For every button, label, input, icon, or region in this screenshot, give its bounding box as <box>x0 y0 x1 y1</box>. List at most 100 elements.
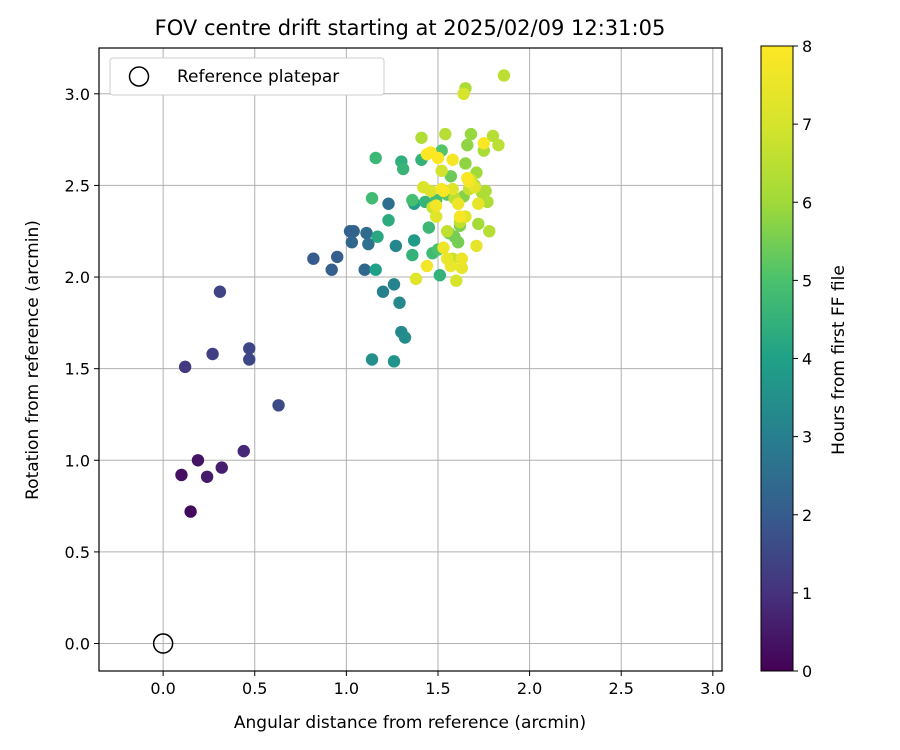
data-point <box>365 353 379 366</box>
x-tick-label: 3.0 <box>700 679 725 698</box>
plot-frame <box>98 47 723 672</box>
x-tick-label: 0.0 <box>150 679 175 698</box>
data-point <box>451 197 465 210</box>
colorbar: 0 1 2 3 4 5 6 7 8 Hours from first FF file <box>760 37 849 681</box>
y-tick-label: 1.5 <box>65 360 90 379</box>
data-point <box>479 184 492 198</box>
x-tick-label: 1.0 <box>334 679 359 698</box>
data-points <box>175 69 511 518</box>
data-point <box>446 153 459 166</box>
y-axis-label: Rotation from reference (arcmin) <box>23 220 43 500</box>
y-tick-label: 1.0 <box>65 451 90 470</box>
data-point <box>407 234 421 247</box>
legend-label: Reference platepar <box>177 67 339 87</box>
data-point <box>406 248 419 262</box>
data-point <box>455 261 469 275</box>
data-point <box>409 272 423 286</box>
data-point <box>406 193 419 207</box>
x-axis-ticks: 0.0 0.5 1.0 1.5 2.0 2.5 3.0 <box>150 671 726 698</box>
data-point <box>382 197 395 210</box>
data-point <box>486 129 500 143</box>
data-point <box>420 259 434 273</box>
data-point <box>483 225 496 238</box>
data-point <box>431 151 445 165</box>
x-tick-label: 2.5 <box>608 679 633 698</box>
colorbar-gradient <box>760 45 794 672</box>
data-point <box>437 184 450 198</box>
y-tick-label: 3.0 <box>65 85 90 104</box>
colorbar-tick-label: 0 <box>802 662 812 681</box>
data-point <box>345 236 359 249</box>
data-point <box>453 210 467 223</box>
legend: Reference platepar <box>109 57 385 96</box>
data-point <box>461 171 474 185</box>
data-point <box>307 252 320 265</box>
data-point <box>455 252 469 265</box>
data-point <box>331 250 344 264</box>
data-point <box>360 226 373 240</box>
y-tick-label: 0.5 <box>65 543 90 562</box>
data-point <box>461 138 474 152</box>
data-point <box>243 353 256 366</box>
reference-marker-layer <box>152 633 174 654</box>
colorbar-tick-label: 1 <box>802 584 812 603</box>
data-point <box>369 263 382 276</box>
chart-title: FOV centre drift starting at 2025/02/09 … <box>155 16 666 40</box>
data-point <box>396 162 410 176</box>
legend-box <box>109 57 385 96</box>
data-point <box>429 210 443 223</box>
data-point <box>464 127 478 141</box>
data-point <box>365 192 379 205</box>
data-point <box>387 355 401 368</box>
x-tick-label: 2.0 <box>517 679 542 698</box>
data-point <box>213 285 227 298</box>
data-point <box>243 342 256 355</box>
colorbar-tick-label: 6 <box>802 193 812 212</box>
colorbar-tick-label: 5 <box>802 271 812 290</box>
y-tick-label: 2.5 <box>65 176 90 195</box>
data-point <box>437 241 450 254</box>
data-point <box>347 225 360 238</box>
data-point <box>424 184 437 198</box>
data-point <box>450 274 463 287</box>
data-point <box>371 230 384 243</box>
data-point <box>178 360 192 374</box>
data-point <box>215 461 228 474</box>
data-point <box>444 259 458 273</box>
data-point <box>272 399 285 412</box>
data-point <box>435 164 448 177</box>
data-point <box>492 138 505 152</box>
data-point <box>440 225 454 238</box>
data-point <box>184 505 197 518</box>
data-point <box>387 278 401 291</box>
y-tick-label: 0.0 <box>65 635 90 654</box>
data-point <box>369 151 382 165</box>
data-point <box>206 347 219 361</box>
data-point <box>237 444 250 458</box>
data-point <box>472 197 485 210</box>
grid <box>99 48 722 671</box>
data-point <box>497 69 511 82</box>
data-point <box>457 87 470 101</box>
data-point <box>444 170 458 183</box>
data-point <box>200 470 214 483</box>
colorbar-tick-label: 8 <box>802 37 812 56</box>
data-point <box>477 137 490 150</box>
x-tick-label: 1.5 <box>425 679 450 698</box>
data-point <box>398 331 412 344</box>
x-tick-label: 0.5 <box>242 679 267 698</box>
x-axis-label: Angular distance from reference (arcmin) <box>234 713 586 733</box>
data-point <box>415 131 428 144</box>
colorbar-tick-label: 7 <box>802 115 812 134</box>
data-point <box>325 263 338 276</box>
data-point <box>470 239 483 253</box>
data-point <box>191 454 205 467</box>
colorbar-label: Hours from first FF file <box>829 265 849 455</box>
colorbar-tick-label: 3 <box>802 428 812 447</box>
legend-marker <box>128 66 150 87</box>
data-point <box>362 237 375 251</box>
data-point <box>429 199 443 212</box>
data-point <box>451 236 465 249</box>
data-point <box>433 269 447 282</box>
